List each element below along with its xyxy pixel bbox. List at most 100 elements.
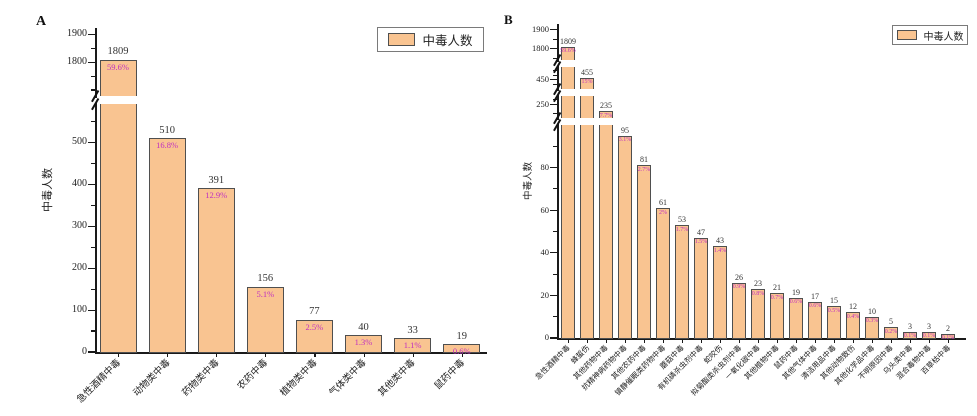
x-tick (777, 339, 779, 343)
bar-pct-label: 5.1% (256, 288, 275, 299)
bar (99, 59, 137, 353)
bar (808, 301, 822, 339)
y-axis (95, 28, 97, 352)
x-category-label: 其他类中毒 (377, 358, 418, 399)
y-tick (91, 48, 95, 50)
x-tick (929, 339, 931, 343)
bar (770, 293, 784, 339)
bar-value-label: 3 (927, 321, 931, 331)
bar-value-label: 53 (678, 215, 686, 225)
panel-a-legend-swatch (388, 33, 416, 46)
y-tick (88, 34, 95, 36)
bar-pct-label: 0.4% (846, 313, 860, 320)
axis-break-band (558, 118, 967, 125)
x-category-label: 气体类中毒 (327, 358, 369, 399)
bar-pct-label: 0.7% (770, 294, 784, 301)
bar-value-label: 455 (581, 67, 593, 77)
y-tick (553, 230, 557, 233)
bar-value-label: 1809 (560, 36, 576, 46)
y-tick (550, 167, 557, 169)
bar (295, 319, 333, 353)
bar-value-label: 47 (697, 227, 705, 237)
x-category-label: 药物类中毒 (180, 358, 222, 399)
bar-value-label: 391 (208, 174, 225, 186)
bar-value-label: 33 (407, 324, 418, 336)
bar-pct-label: 12.9% (205, 190, 228, 201)
x-tick (853, 339, 855, 343)
bar (656, 208, 670, 339)
y-tick-label: 0 (82, 345, 87, 357)
x-category-label: 急性酒精中毒 (75, 358, 124, 406)
bar-value-label: 19 (792, 287, 800, 297)
x-category-label: 植物类中毒 (278, 358, 320, 399)
x-tick (265, 353, 267, 357)
panel-a-legend: 中毒人数 (377, 27, 484, 52)
y-tick (553, 83, 557, 85)
axis-break-band (558, 60, 967, 67)
y-tick (550, 29, 557, 31)
x-tick (701, 339, 703, 343)
x-tick (587, 339, 589, 343)
panel-b-legend: 中毒人数 (892, 25, 968, 45)
bar-value-label: 17 (811, 291, 819, 301)
bar-value-label: 23 (754, 279, 762, 288)
y-tick-label: 1800 (532, 43, 549, 54)
bar-pct-label: 15% (581, 79, 593, 86)
y-tick (550, 252, 557, 254)
y-tick (550, 48, 557, 50)
x-category-label: 农药中毒 (236, 358, 271, 392)
bar-value-label: 21 (773, 283, 781, 293)
x-tick (644, 339, 646, 343)
y-tick-label: 0 (544, 332, 549, 343)
bar (941, 333, 955, 339)
y-tick-label: 500 (72, 136, 87, 148)
y-tick (550, 209, 557, 211)
x-tick (461, 353, 463, 357)
x-tick (815, 339, 817, 343)
y-tick (88, 225, 95, 227)
x-tick (682, 339, 684, 343)
bar-pct-label: 1.1% (403, 340, 422, 351)
y-tick-label: 300 (72, 219, 87, 231)
bar-pct-label: 1.3% (354, 337, 373, 348)
bar-pct-label: 0.1% (922, 333, 936, 340)
bar (751, 289, 765, 339)
x-tick (118, 353, 120, 357)
bar (394, 338, 432, 353)
y-axis (557, 24, 559, 338)
bar-value-label: 12 (849, 302, 857, 312)
y-tick (550, 337, 557, 339)
bar-value-label: 95 (621, 125, 629, 135)
x-tick (739, 339, 741, 343)
bar-value-label: 43 (716, 236, 724, 246)
bar-value-label: 10 (868, 306, 876, 316)
y-tick (553, 57, 557, 59)
y-tick (91, 163, 95, 165)
bar-pct-label: 0.2% (884, 328, 898, 335)
bar-value-label: 156 (257, 273, 274, 285)
x-tick (872, 339, 874, 343)
y-tick (553, 112, 557, 114)
bar-pct-label: 0.6% (452, 346, 471, 357)
bar (922, 331, 936, 339)
y-tick-label: 100 (72, 303, 87, 315)
bar (618, 135, 632, 339)
panel-b-label: B (504, 12, 513, 27)
y-tick (91, 246, 95, 248)
y-tick-label: 200 (72, 261, 87, 273)
bar-value-label: 235 (600, 101, 612, 111)
panel-a-label: A (36, 14, 47, 29)
bar (345, 335, 382, 353)
y-tick (88, 183, 95, 186)
y-tick (88, 61, 95, 64)
y-tick (553, 273, 557, 275)
y-tick (88, 267, 95, 269)
y-tick-label: 80 (540, 162, 550, 173)
y-tick-label: 450 (536, 74, 549, 85)
bar-value-label: 61 (659, 198, 667, 208)
x-tick (412, 353, 414, 357)
y-tick-label: 250 (536, 98, 549, 109)
bar (732, 282, 746, 339)
bar (580, 77, 594, 339)
y-tick (91, 288, 95, 290)
